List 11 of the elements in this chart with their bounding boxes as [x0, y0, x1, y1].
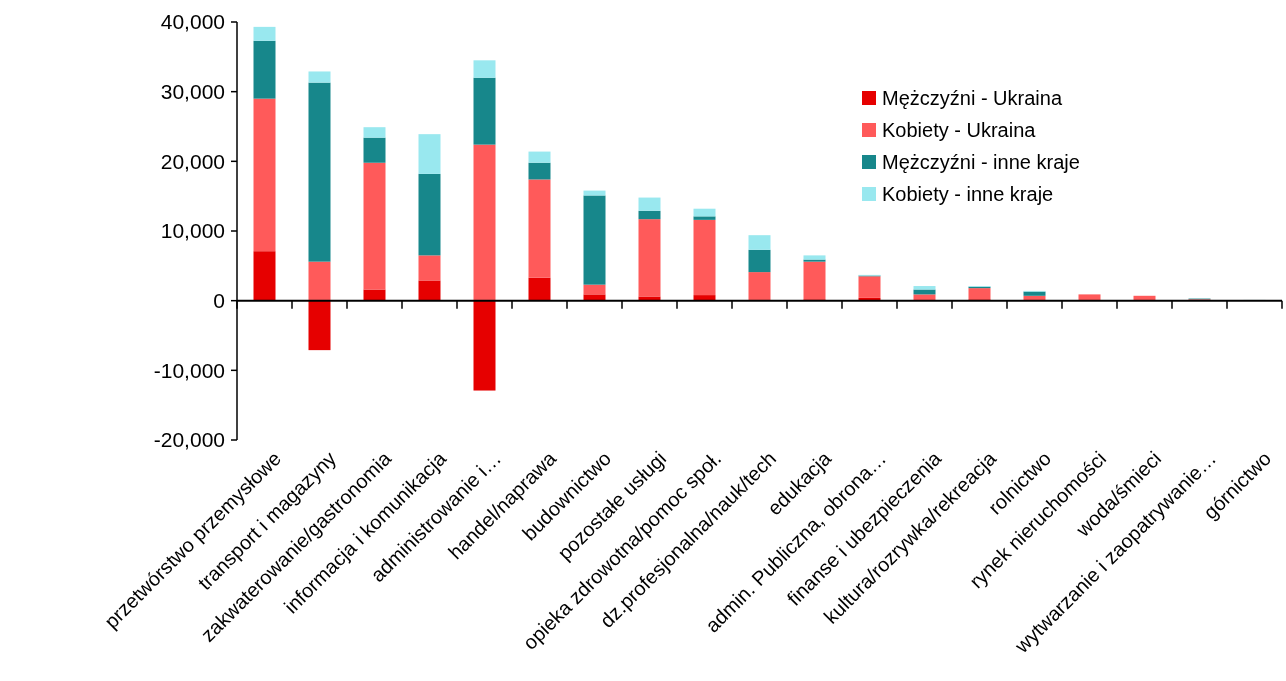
- y-tick-label: 40,000: [160, 10, 225, 34]
- y-tick-label: 10,000: [160, 219, 225, 243]
- y-tick-label: 0: [213, 289, 225, 313]
- legend-label: Mężczyźni - Ukraina: [882, 87, 1063, 109]
- y-tick-label: 30,000: [160, 80, 225, 104]
- legend-label: Kobiety - inne kraje: [882, 183, 1054, 205]
- y-tick-label: -20,000: [153, 428, 225, 452]
- legend-label: Mężczyźni - inne kraje: [882, 151, 1080, 173]
- legend-label: Kobiety - Ukraina: [882, 119, 1037, 141]
- y-tick-label: -10,000: [153, 358, 225, 382]
- y-tick-label: 20,000: [160, 149, 225, 173]
